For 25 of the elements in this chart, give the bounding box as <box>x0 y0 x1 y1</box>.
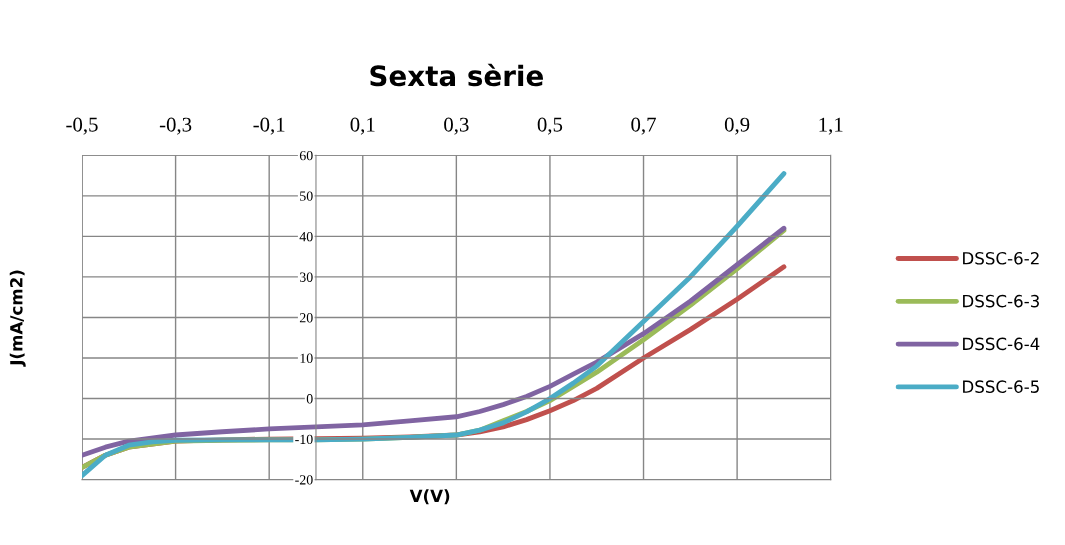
x-tick-label: 0,7 <box>631 117 656 135</box>
y-tick-label: 60 <box>299 150 313 161</box>
x-tick-label: 1,1 <box>819 117 843 135</box>
y-tick-label: 30 <box>299 272 313 282</box>
legend-label: DSSC-6-4 <box>963 337 1040 351</box>
y-tick-label: 10 <box>300 353 313 363</box>
x-tick-label: -0,3 <box>159 117 192 135</box>
y-tick-label: -20 <box>295 475 313 485</box>
x-tick-label: -0,1 <box>253 117 285 135</box>
y-tick-label: -10 <box>295 434 313 445</box>
x-tick-label: 0,1 <box>350 117 375 135</box>
chart-title: Sexta sèrie <box>370 63 543 87</box>
x-axis-title: V(V) <box>409 489 450 505</box>
x-tick-label: 0,3 <box>444 117 469 135</box>
y-tick-label: 50 <box>300 191 313 201</box>
y-tick-label: 40 <box>299 231 313 242</box>
x-tick-label: 0,5 <box>537 117 563 135</box>
y-tick-label: 0 <box>306 394 313 404</box>
y-axis-title: J(mA/cm2) <box>9 270 26 367</box>
x-tick-label: -0,5 <box>66 117 98 135</box>
legend-label: DSSC-6-2 <box>963 251 1039 265</box>
legend-label: DSSC-6-3 <box>963 294 1039 308</box>
x-tick-label: 0,9 <box>724 117 750 135</box>
legend-label: DSSC-6-5 <box>963 380 1039 393</box>
y-tick-label: 20 <box>299 313 313 323</box>
